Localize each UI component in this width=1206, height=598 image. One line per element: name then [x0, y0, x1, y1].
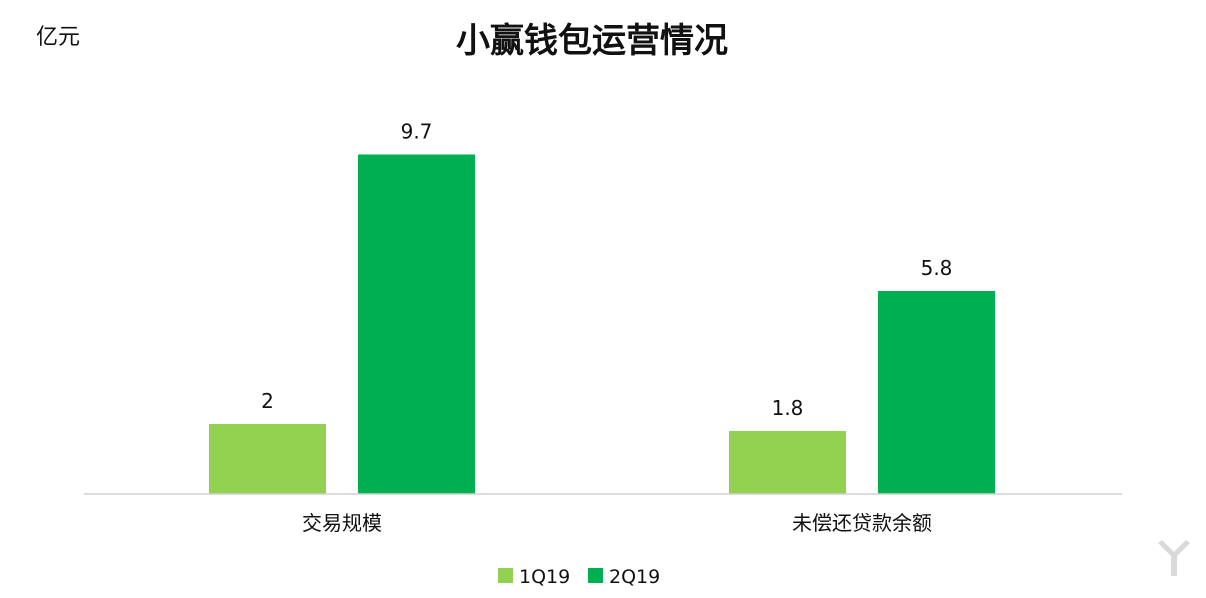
chart-title: 小赢钱包运营情况 [456, 21, 728, 61]
legend: 1Q19 2Q19 [498, 566, 660, 588]
legend-swatch-1Q19 [498, 568, 513, 583]
category-labels: 交易规模 未偿还贷款余额 [302, 511, 932, 535]
category-label-0: 交易规模 [302, 511, 382, 535]
bar-2Q19-0 [358, 154, 475, 494]
bar-1Q19-0 [209, 424, 326, 494]
bar-2Q19-1 [878, 291, 995, 494]
bar-1Q19-1 [729, 431, 846, 494]
data-label-2Q19-1: 5.8 [921, 256, 953, 280]
data-label-1Q19-0: 2 [261, 389, 274, 413]
data-label-1Q19-1: 1.8 [772, 396, 804, 420]
legend-label-1Q19: 1Q19 [519, 566, 570, 588]
data-label-2Q19-0: 9.7 [401, 120, 433, 144]
legend-swatch-2Q19 [588, 568, 603, 583]
legend-label-2Q19: 2Q19 [609, 566, 660, 588]
category-label-1: 未偿还贷款余额 [792, 511, 932, 535]
yiou-logo-icon [1158, 540, 1190, 576]
unit-label: 亿元 [36, 25, 80, 50]
bars-layer: 2 9.7 1.8 5.8 [209, 120, 995, 494]
